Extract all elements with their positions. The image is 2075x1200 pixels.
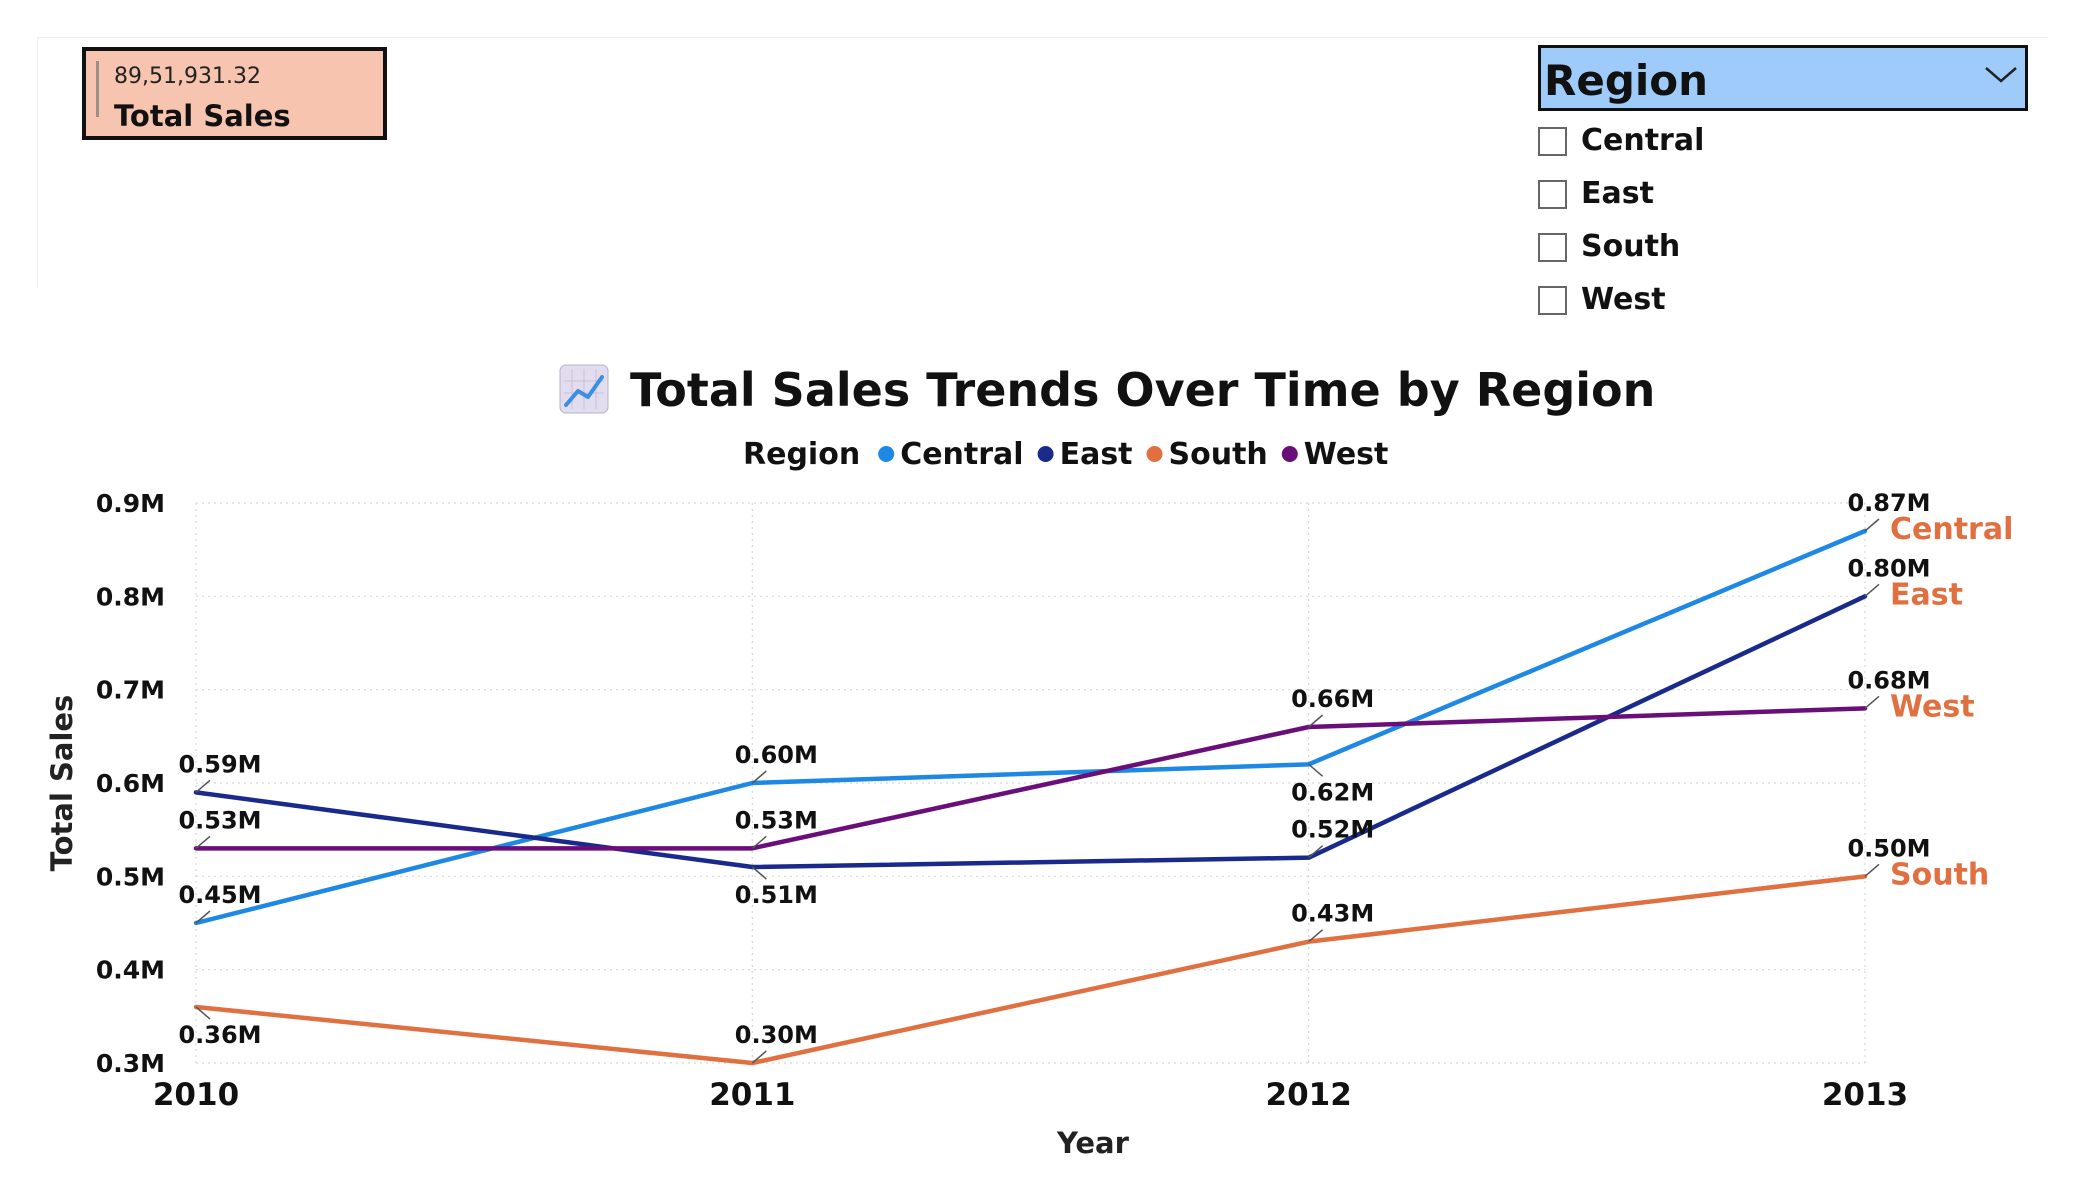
data-label-leader xyxy=(1308,714,1324,728)
data-label: 0.53M xyxy=(735,806,818,834)
data-label-leader xyxy=(751,835,767,849)
y-tick-label: 0.5M xyxy=(96,862,165,891)
data-label-leader xyxy=(1308,763,1324,777)
data-label-leader xyxy=(195,1006,211,1020)
data-label-leader xyxy=(1864,518,1880,532)
legend-marker xyxy=(1037,446,1054,462)
slicer-item-label: West xyxy=(1581,282,1666,317)
y-tick-label: 0.7M xyxy=(96,676,165,705)
data-label-leader xyxy=(1308,845,1324,859)
legend-marker xyxy=(878,446,895,462)
data-label-leader xyxy=(1864,583,1880,597)
data-label: 0.52M xyxy=(1291,816,1374,844)
x-tick-label: 2011 xyxy=(709,1077,795,1113)
data-label: 0.30M xyxy=(735,1021,818,1049)
checkbox[interactable] xyxy=(1538,233,1567,262)
x-tick-label: 2012 xyxy=(1266,1077,1352,1113)
data-label: 0.43M xyxy=(1291,900,1374,928)
y-tick-label: 0.6M xyxy=(96,769,165,798)
data-label: 0.59M xyxy=(178,750,261,778)
series-end-label: Central xyxy=(1890,512,2013,547)
slicer-item-east[interactable]: East xyxy=(1538,170,2028,223)
chart-increasing-icon xyxy=(559,364,609,414)
data-label: 0.51M xyxy=(735,881,818,909)
checkbox[interactable] xyxy=(1538,127,1567,156)
data-label-leader xyxy=(195,835,211,849)
card-accent-bar xyxy=(96,61,99,117)
legend-entry: West xyxy=(1304,437,1389,472)
series-end-label: East xyxy=(1890,577,1963,612)
y-tick-label: 0.9M xyxy=(96,489,165,518)
kpi-label: Total Sales xyxy=(114,99,291,133)
chart-title: Total Sales Trends Over Time by Region xyxy=(630,363,1655,417)
region-slicer: Region Central East South West xyxy=(1538,45,2028,329)
series-end-label: West xyxy=(1890,689,1975,724)
data-label: 0.68M xyxy=(1847,666,1930,694)
legend-title: Region xyxy=(743,437,860,472)
data-label: 0.62M xyxy=(1291,778,1374,806)
data-label-leader xyxy=(751,770,767,784)
series-line-west xyxy=(193,706,1868,851)
y-tick-label: 0.8M xyxy=(96,582,165,611)
kpi-card-total-sales[interactable]: 89,51,931.32 Total Sales xyxy=(82,47,387,140)
slicer-header[interactable]: Region xyxy=(1538,45,2028,111)
series-end-label: South xyxy=(1890,857,1989,892)
data-label-leader xyxy=(751,866,767,880)
slicer-item-west[interactable]: West xyxy=(1538,276,2028,329)
line-chart: Total Sales Trends Over Time by Region Re… xyxy=(45,363,2013,1160)
checkbox[interactable] xyxy=(1538,286,1567,315)
legend-entry: East xyxy=(1060,437,1133,472)
checkbox[interactable] xyxy=(1538,180,1567,209)
data-label-leader xyxy=(195,779,211,793)
data-label: 0.50M xyxy=(1847,834,1930,862)
x-tick-label: 2013 xyxy=(1822,1077,1908,1113)
slicer-item-label: South xyxy=(1581,229,1681,264)
top-panel xyxy=(37,37,2048,288)
data-label-leader xyxy=(195,910,211,924)
legend-marker xyxy=(1146,446,1163,462)
slicer-title: Region xyxy=(1544,56,1709,105)
slicer-item-label: Central xyxy=(1581,123,1705,158)
data-label: 0.80M xyxy=(1847,554,1930,582)
y-tick-label: 0.4M xyxy=(96,956,165,985)
data-label: 0.45M xyxy=(178,881,261,909)
data-label: 0.36M xyxy=(178,1021,261,1049)
chevron-down-icon[interactable] xyxy=(1983,62,2019,86)
series-line-central xyxy=(193,528,1868,926)
data-label: 0.53M xyxy=(178,806,261,834)
legend-entry: South xyxy=(1169,437,1268,472)
data-label: 0.66M xyxy=(1291,685,1374,713)
x-tick-label: 2010 xyxy=(153,1077,239,1113)
data-label: 0.60M xyxy=(735,741,818,769)
slicer-item-central[interactable]: Central xyxy=(1538,117,2028,170)
legend-marker xyxy=(1281,446,1298,462)
data-label-leader xyxy=(1308,929,1324,943)
y-axis-title: Total Sales xyxy=(45,695,79,872)
slicer-items: Central East South West xyxy=(1538,117,2028,329)
slicer-item-label: East xyxy=(1581,176,1654,211)
x-axis-title: Year xyxy=(1056,1126,1130,1160)
y-tick-label: 0.3M xyxy=(96,1049,165,1078)
series-line-south xyxy=(193,874,1868,1066)
data-label: 0.87M xyxy=(1847,489,1930,517)
slicer-item-south[interactable]: South xyxy=(1538,223,2028,276)
data-label-leader xyxy=(1864,695,1880,709)
data-label-leader xyxy=(1864,863,1880,877)
kpi-value: 89,51,931.32 xyxy=(114,64,261,89)
series-line-east xyxy=(193,594,1868,870)
legend-entry: Central xyxy=(900,437,1023,472)
data-label-leader xyxy=(751,1050,767,1064)
